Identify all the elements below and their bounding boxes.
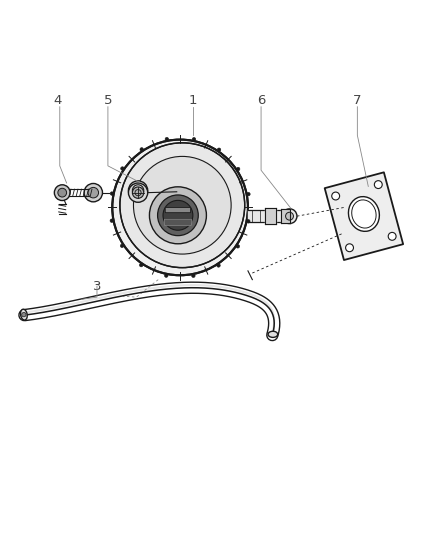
FancyBboxPatch shape: [165, 207, 190, 213]
Circle shape: [58, 188, 67, 197]
FancyBboxPatch shape: [164, 219, 191, 225]
Circle shape: [140, 148, 143, 151]
Circle shape: [88, 188, 98, 198]
Circle shape: [246, 220, 250, 223]
Circle shape: [120, 244, 124, 247]
Circle shape: [165, 138, 168, 141]
Circle shape: [120, 143, 244, 268]
Ellipse shape: [268, 332, 277, 337]
Circle shape: [133, 156, 231, 254]
Text: 5: 5: [103, 94, 112, 107]
Text: 4: 4: [53, 94, 62, 107]
Circle shape: [21, 312, 26, 317]
Circle shape: [374, 181, 381, 189]
Circle shape: [112, 140, 247, 275]
Circle shape: [139, 263, 143, 267]
Circle shape: [217, 148, 220, 151]
Text: 1: 1: [189, 94, 197, 107]
Circle shape: [216, 264, 220, 267]
Circle shape: [120, 167, 124, 170]
Circle shape: [282, 209, 296, 224]
Polygon shape: [324, 172, 402, 260]
Circle shape: [162, 200, 192, 230]
Circle shape: [110, 192, 113, 195]
Text: 3: 3: [92, 280, 101, 293]
Circle shape: [236, 167, 239, 171]
Text: 6: 6: [256, 94, 265, 107]
Circle shape: [345, 244, 353, 252]
Circle shape: [110, 219, 113, 222]
Circle shape: [331, 192, 339, 200]
Circle shape: [192, 138, 195, 141]
Circle shape: [246, 192, 250, 196]
FancyBboxPatch shape: [165, 219, 190, 224]
Circle shape: [387, 232, 395, 240]
Circle shape: [285, 212, 293, 220]
Circle shape: [128, 181, 147, 200]
Ellipse shape: [348, 197, 378, 231]
Circle shape: [164, 274, 168, 277]
Text: 7: 7: [352, 94, 361, 107]
Circle shape: [149, 187, 206, 244]
Circle shape: [84, 183, 102, 202]
Circle shape: [236, 245, 239, 248]
Circle shape: [191, 274, 195, 278]
Ellipse shape: [21, 309, 27, 320]
Ellipse shape: [351, 200, 375, 228]
Circle shape: [128, 183, 147, 203]
Circle shape: [132, 187, 143, 198]
Circle shape: [157, 195, 198, 236]
Circle shape: [54, 185, 70, 200]
